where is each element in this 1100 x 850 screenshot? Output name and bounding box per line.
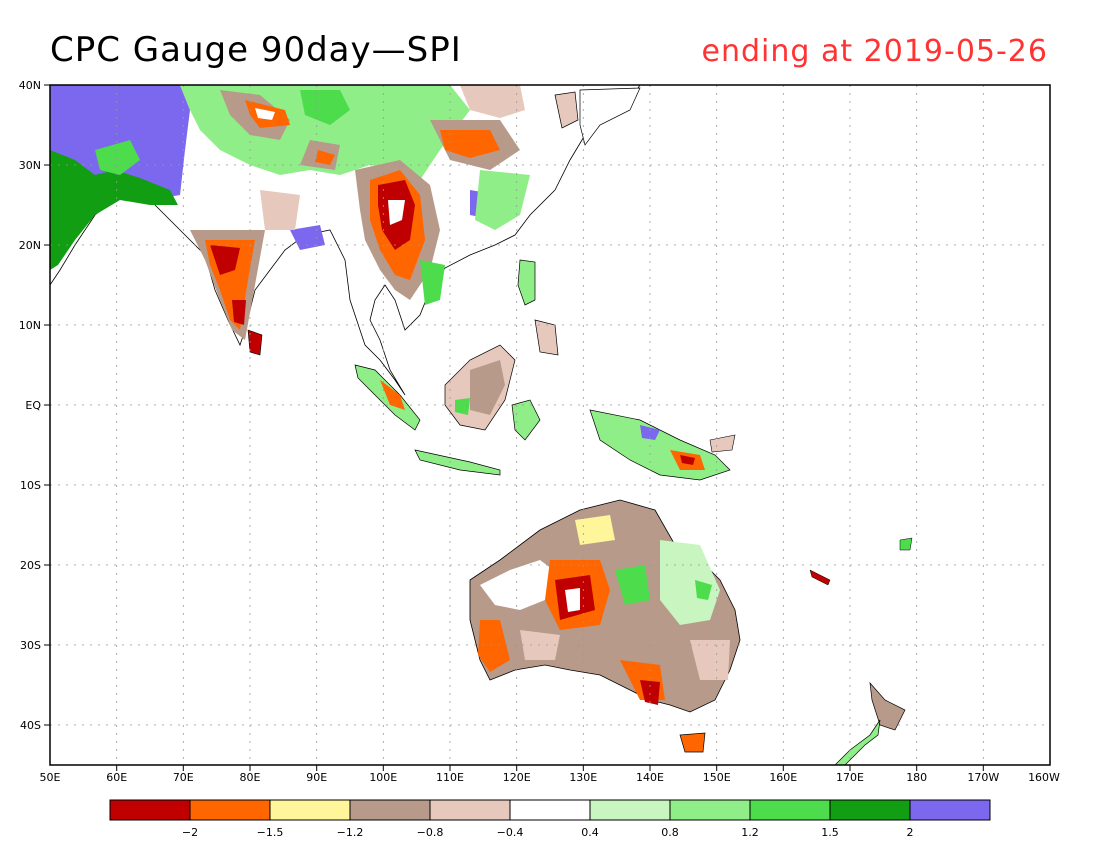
legend-label: 0.8 bbox=[661, 826, 679, 839]
lon-label: 90E bbox=[306, 771, 327, 784]
legend-label: 0.4 bbox=[581, 826, 599, 839]
lat-label: 10N bbox=[19, 319, 41, 332]
lon-label: 160E bbox=[769, 771, 797, 784]
graticule bbox=[50, 85, 1050, 765]
spi-field bbox=[50, 85, 913, 765]
lon-label: 140E bbox=[636, 771, 664, 784]
lat-label: 20S bbox=[20, 559, 41, 572]
legend-swatch bbox=[509, 799, 591, 821]
legend-label: −0.8 bbox=[417, 826, 444, 839]
lat-label: EQ bbox=[25, 399, 41, 412]
lon-label: 100E bbox=[369, 771, 397, 784]
legend-swatch bbox=[349, 799, 431, 821]
legend-swatch bbox=[589, 799, 671, 821]
legend-swatch bbox=[669, 799, 751, 821]
legend-swatch bbox=[269, 799, 351, 821]
legend-swatch bbox=[749, 799, 831, 821]
legend-label: 1.2 bbox=[741, 826, 759, 839]
legend-label: −1.2 bbox=[337, 826, 364, 839]
lon-label: 120E bbox=[503, 771, 531, 784]
lon-label: 160W bbox=[1028, 771, 1060, 784]
lon-label: 50E bbox=[40, 771, 61, 784]
legend-label: 2 bbox=[907, 826, 914, 839]
lon-label: 180 bbox=[906, 771, 927, 784]
lon-label: 80E bbox=[240, 771, 261, 784]
legend-swatch bbox=[829, 799, 911, 821]
legend-label: −0.4 bbox=[497, 826, 524, 839]
lat-label: 40N bbox=[19, 79, 41, 92]
lon-label: 70E bbox=[173, 771, 194, 784]
lat-label: 10S bbox=[20, 479, 41, 492]
lon-label: 60E bbox=[106, 771, 127, 784]
lon-label: 130E bbox=[569, 771, 597, 784]
legend-label: −2 bbox=[182, 826, 198, 839]
map-title: CPC Gauge 90day—SPI bbox=[50, 30, 462, 70]
lat-label: 20N bbox=[19, 239, 41, 252]
legend-swatch bbox=[909, 799, 991, 821]
lat-label: 40S bbox=[20, 719, 41, 732]
legend-swatch bbox=[429, 799, 511, 821]
legend-swatch bbox=[109, 799, 191, 821]
lat-label: 30S bbox=[20, 639, 41, 652]
lon-label: 150E bbox=[703, 771, 731, 784]
lon-label: 170W bbox=[967, 771, 999, 784]
date-subtitle: ending at 2019-05-26 bbox=[701, 34, 1048, 69]
lon-label: 110E bbox=[436, 771, 464, 784]
legend-swatch bbox=[189, 799, 271, 821]
lon-label: 170E bbox=[836, 771, 864, 784]
legend-label: 1.5 bbox=[821, 826, 839, 839]
lat-label: 30N bbox=[19, 159, 41, 172]
color-legend bbox=[109, 799, 991, 821]
legend-label: −1.5 bbox=[257, 826, 284, 839]
map-frame bbox=[49, 84, 1051, 766]
